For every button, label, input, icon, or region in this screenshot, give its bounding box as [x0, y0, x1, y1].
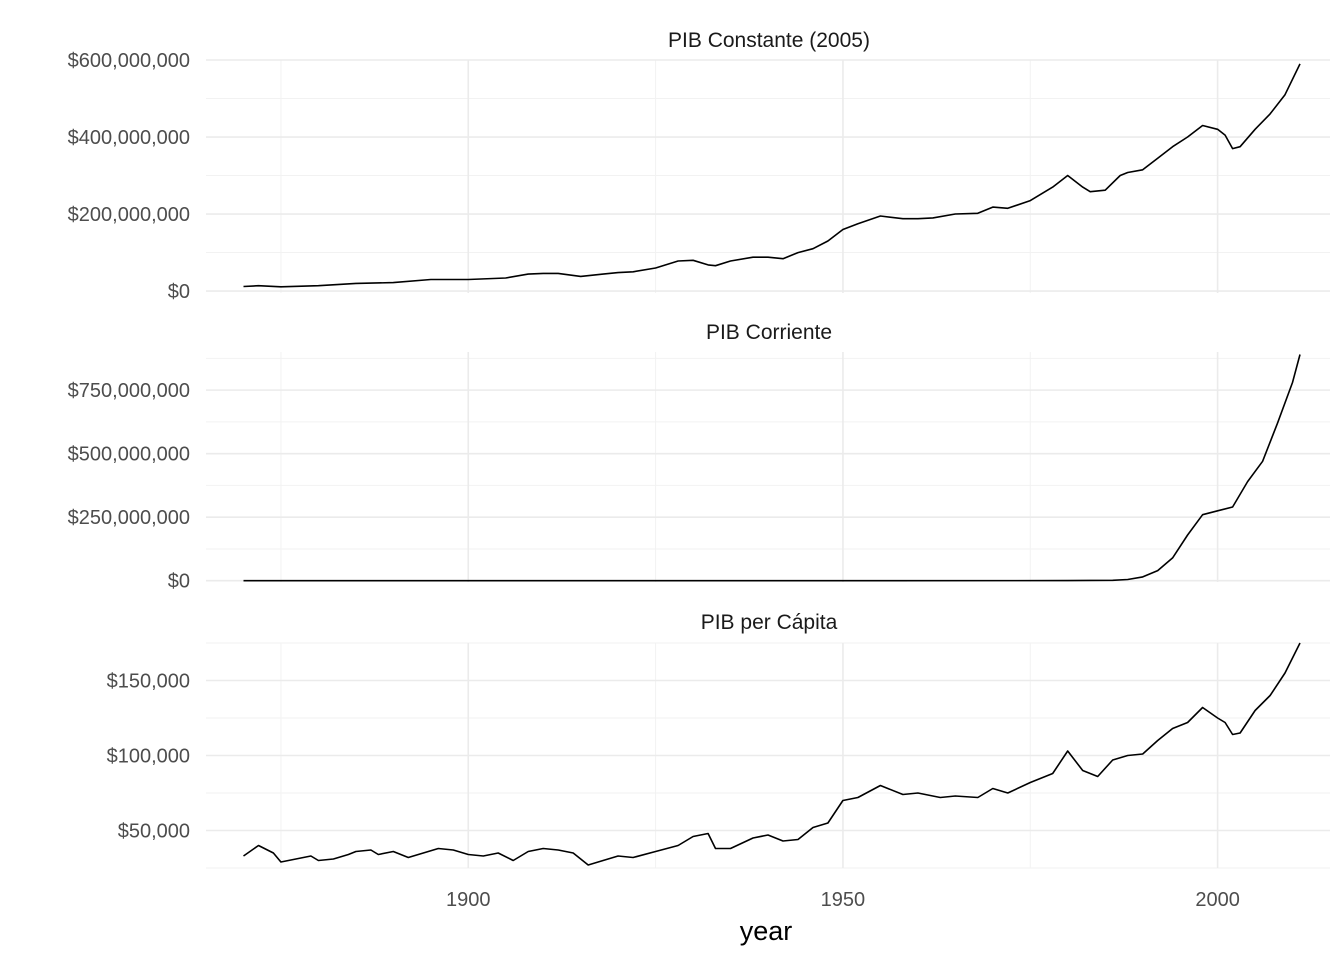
y-tick-label: $150,000 [107, 671, 190, 693]
y-tick-label: $100,000 [107, 746, 190, 768]
x-tick-label: 2000 [1195, 889, 1240, 911]
series-line [243, 642, 1301, 866]
panel-2: $0 $250,000,000 $500,000,000 $750,000,000 PI… [68, 321, 1330, 593]
x-axis: 1900 1950 2000 [446, 889, 1240, 911]
y-tick-label: $250,000,000 [68, 507, 190, 529]
panels-layer: $0 $200,000,000 $400,000,000 $600,000,000 PI… [68, 29, 1330, 869]
y-tick-label: $400,000,000 [68, 127, 190, 149]
panel-3: $50,000 $100,000 $150,000 PIB per Cápita [107, 611, 1330, 869]
panel-1: $0 $200,000,000 $400,000,000 $600,000,000 PI… [68, 29, 1330, 303]
y-tick-label: $50,000 [118, 821, 190, 843]
y-tick-label: $0 [168, 281, 190, 303]
y-tick-label: $600,000,000 [68, 50, 190, 72]
x-axis-title: year [740, 916, 793, 946]
panel-title: PIB per Cápita [701, 611, 838, 634]
y-tick-label: $750,000,000 [68, 380, 190, 402]
y-tick-label: $200,000,000 [68, 204, 190, 226]
x-tick-label: 1900 [446, 889, 491, 911]
series-line [243, 354, 1301, 582]
panel-title: PIB Corriente [706, 321, 832, 344]
y-tick-label: $0 [168, 571, 190, 593]
series-line [243, 63, 1301, 288]
x-tick-label: 1950 [821, 889, 866, 911]
y-tick-label: $500,000,000 [68, 444, 190, 466]
panel-title: PIB Constante (2005) [668, 29, 870, 52]
